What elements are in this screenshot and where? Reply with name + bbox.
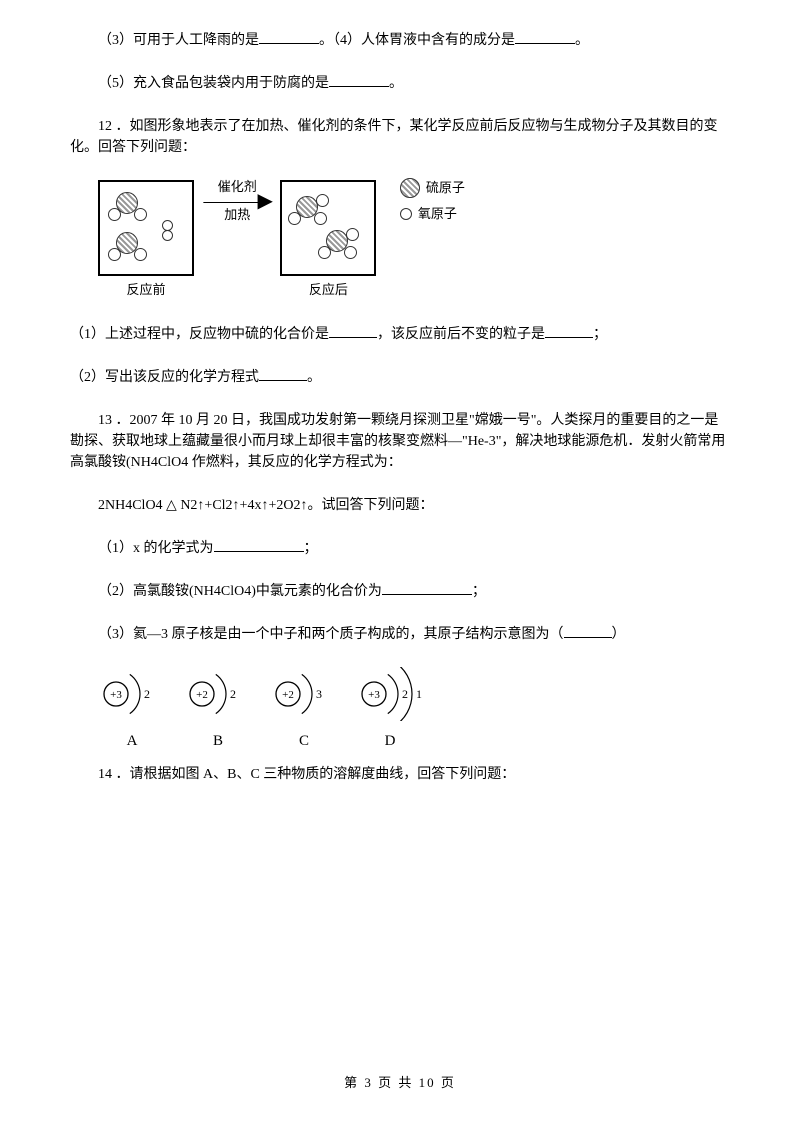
oxygen-atom-icon [314,212,327,225]
text: 。（4）人体胃液中含有的成分是 [319,33,515,48]
oxygen-atom-icon [346,228,359,241]
legend-label: 氧原子 [418,204,457,224]
text: （1）上述过程中，反应物中硫的化合价是 [70,327,329,342]
box-before [98,180,194,276]
oxygen-atom-icon [316,194,329,207]
blank [329,324,377,338]
svg-text:+2: +2 [196,689,208,701]
arrow-icon: ———▶ [204,195,271,207]
legend-sulfur: 硫原子 [400,178,465,198]
q13-sub3: （3）氦—3 原子核是由一个中子和两个质子构成的，其原子结构示意图为（ ） [70,624,730,645]
svg-text:+3: +3 [368,689,380,701]
blank [214,538,304,552]
text: （2）写出该反应的化学方程式 [70,370,259,385]
atomic-option: +3 21 D [358,667,422,753]
oxygen-atom-icon [318,246,331,259]
oxygen-atom-icon [134,248,147,261]
q12-sub1: （1）上述过程中，反应物中硫的化合价是 ，该反应前后不变的粒子是 ； [70,324,730,345]
atomic-option: +2 2 B [186,667,250,753]
text: 。 [389,76,403,91]
option-label: B [186,730,250,753]
atom-structure-icon: +3 21 [358,667,422,721]
q12-sub2: （2）写出该反应的化学方程式 。 [70,367,730,388]
atom-structure-icon: +2 2 [186,667,250,721]
oxygen-atom-icon [288,212,301,225]
oxygen-atom-icon [400,208,412,220]
text: （5）充入食品包装袋内用于防腐的是 [98,76,329,91]
svg-text:1: 1 [416,687,422,701]
svg-text:2: 2 [402,687,408,701]
blank [564,624,612,638]
q13-sub1: （1）x 的化学式为 ； [70,538,730,559]
arrow-block: 催化剂 ———▶ 加热 [204,179,271,223]
oxygen-atom-icon [134,208,147,221]
blank [382,581,472,595]
blank [259,30,319,44]
svg-text:2: 2 [230,687,236,701]
reaction-diagram: 反应前 催化剂 ———▶ 加热 反应后 硫原子 氧原子 [98,180,730,300]
svg-text:2: 2 [144,687,150,701]
text: （3）可用于人工降雨的是 [98,33,259,48]
text: （3）氦—3 原子核是由一个中子和两个质子构成的，其原子结构示意图为（ [98,627,564,642]
svg-text:3: 3 [316,687,322,701]
text: （2）高氯酸铵(NH4ClO4)中氯元素的化合价为 [98,584,382,599]
text: ） [612,627,626,642]
q14-stem: 14 ．请根据如图 A、B、C 三种物质的溶解度曲线，回答下列问题： [70,764,730,785]
oxygen-atom-icon [108,248,121,261]
after-column: 反应后 [280,180,376,300]
blank [515,30,575,44]
q13-stem: 13 ．2007 年 10 月 20 日，我国成功发射第一颗绕月探测卫星"嫦娥一… [70,410,730,473]
atom-structure-icon: +3 2 [100,667,164,721]
atomic-option: +2 3 C [272,667,336,753]
option-label: D [358,730,422,753]
q11-line1: （3）可用于人工降雨的是 。（4）人体胃液中含有的成分是 。 [70,30,730,51]
text: ； [304,541,318,556]
legend-oxygen: 氧原子 [400,204,465,224]
atom-structure-icon: +2 3 [272,667,336,721]
legend-label: 硫原子 [426,178,465,198]
option-label: C [272,730,336,753]
atomic-options: +32A+22B+23C+321D [100,667,730,753]
text: 。 [307,370,321,385]
blank [329,73,389,87]
q12-stem: 12 ．如图形象地表示了在加热、催化剂的条件下，某化学反应前后反应物与生成物分子… [70,116,730,158]
text: （1）x 的化学式为 [98,541,214,556]
sulfur-atom-icon [400,178,420,198]
blank [545,324,593,338]
oxygen-atom-icon [344,246,357,259]
legend: 硫原子 氧原子 [400,172,465,230]
q11-line2: （5）充入食品包装袋内用于防腐的是 。 [70,73,730,94]
q13-sub2: （2）高氯酸铵(NH4ClO4)中氯元素的化合价为 ； [70,581,730,602]
box-after-label: 反应后 [280,280,376,300]
oxygen-atom-icon [162,230,173,241]
text: 。 [575,33,589,48]
text: ； [472,584,486,599]
svg-text:+2: +2 [282,689,294,701]
box-before-label: 反应前 [98,280,194,300]
svg-text:+3: +3 [110,689,122,701]
q13-eq: 2NH4ClO4 △ N2↑+Cl2↑+4x↑+2O2↑。试回答下列问题： [70,495,730,516]
atomic-option: +3 2 A [100,667,164,753]
box-after [280,180,376,276]
before-column: 反应前 [98,180,194,300]
text: ，该反应前后不变的粒子是 [377,327,545,342]
text: ； [593,327,607,342]
blank [259,367,307,381]
option-label: A [100,730,164,753]
oxygen-atom-icon [108,208,121,221]
page-footer: 第 3 页 共 10 页 [0,1073,800,1093]
